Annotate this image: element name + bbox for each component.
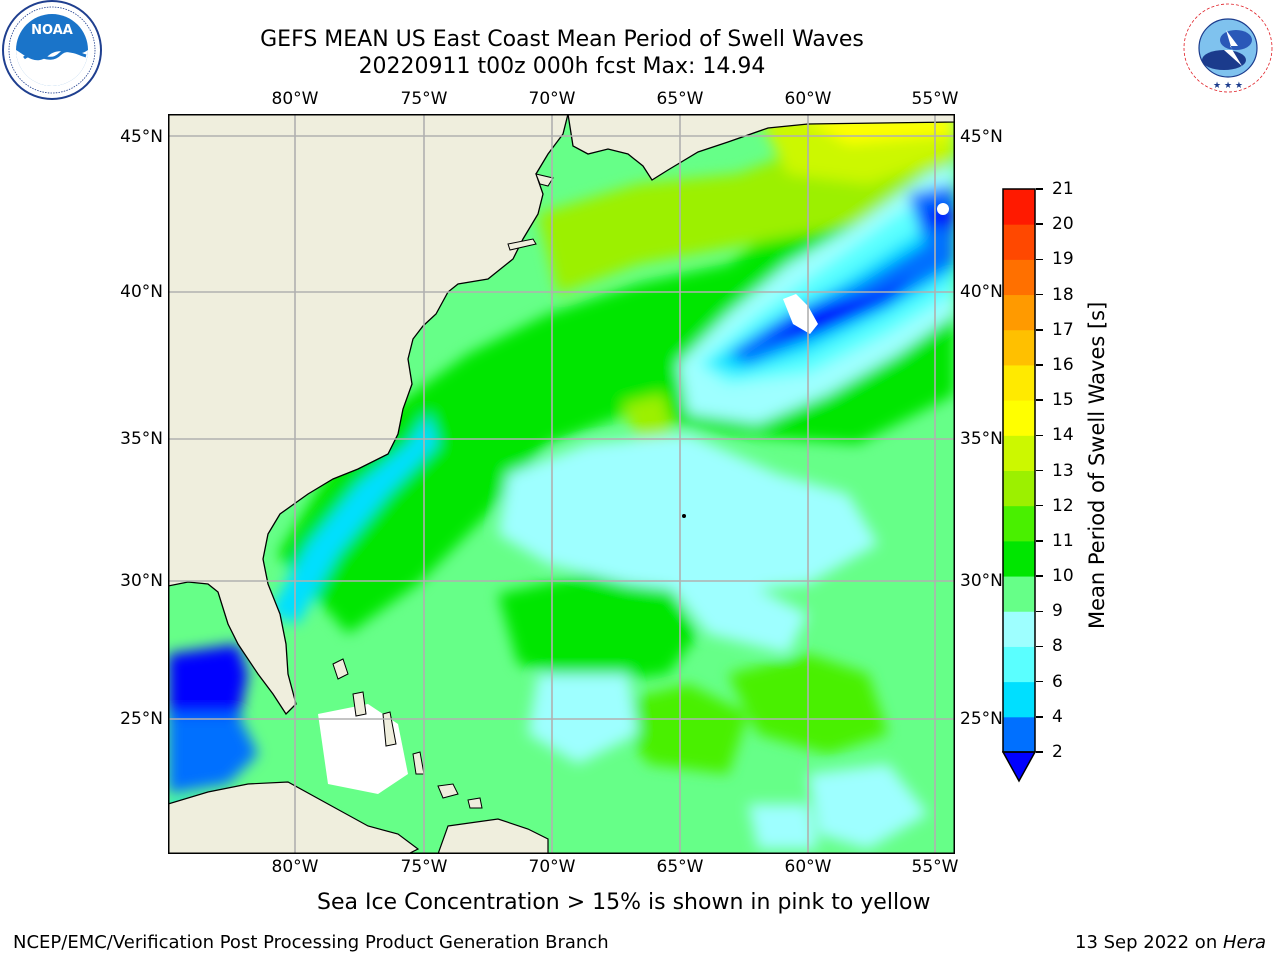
map-frame [168, 114, 955, 854]
colorbar-tick-label: 16 [1052, 354, 1074, 375]
colorbar-tick [1036, 716, 1043, 718]
colorbar-segment [1003, 400, 1035, 436]
colorbar-tick [1036, 540, 1043, 542]
chart-subtitle: 20220911 t00z 000h fcst Max: 14.94 [358, 54, 766, 79]
lon-label-bottom: 60°W [784, 857, 832, 877]
colorbar-tick-label: 17 [1052, 319, 1074, 340]
us-east-coast-land [168, 114, 569, 716]
lat-label-left: 30°N [120, 571, 163, 591]
colorbar-tick-label: 18 [1052, 284, 1074, 305]
lat-label-right: 35°N [960, 429, 1003, 449]
colorbar-tick-label: 19 [1052, 249, 1074, 270]
svg-text:NOAA: NOAA [31, 23, 73, 38]
colorbar-segment [1003, 364, 1035, 401]
colorbar-tick-label: 9 [1052, 601, 1063, 622]
footer-date: 13 Sep 2022 on Hera [1075, 932, 1266, 953]
colorbar-frame [1002, 188, 1036, 753]
missing-patch [783, 294, 818, 334]
lon-label-top: 60°W [784, 89, 832, 109]
lat-label-left: 45°N [120, 127, 163, 147]
lon-label-bottom: 55°W [911, 857, 959, 877]
lat-label-left: 40°N [120, 282, 163, 302]
footer-machine: Hera [1222, 932, 1266, 953]
footer-credit: NCEP/EMC/Verification Post Processing Pr… [13, 932, 609, 953]
lon-label-top: 55°W [911, 89, 959, 109]
colorbar-tick [1036, 399, 1043, 401]
sea-ice-note: Sea Ice Concentration > 15% is shown in … [317, 890, 931, 915]
map-panel [168, 114, 955, 854]
colorbar-segment [1003, 224, 1035, 260]
colorbar-segment [1003, 681, 1035, 718]
lon-label-top: 75°W [400, 89, 448, 109]
noaa-logo: NOAA [0, 0, 104, 104]
colorbar-segment [1003, 611, 1035, 647]
colorbar-segment [1003, 716, 1035, 753]
lon-label-bottom: 80°W [271, 857, 319, 877]
colorbar-tick [1036, 364, 1043, 366]
colorbar-tick-label: 8 [1052, 636, 1063, 657]
lat-label-left: 25°N [120, 709, 163, 729]
colorbar-segment [1003, 646, 1035, 683]
colorbar-tick-label: 10 [1052, 566, 1074, 587]
colorbar-segment [1003, 576, 1035, 612]
colorbar-tick [1036, 293, 1043, 296]
colorbar-title: Mean Period of Swell Waves [s] [1085, 301, 1109, 629]
lon-label-top: 80°W [271, 89, 319, 109]
colorbar-segment [1003, 259, 1035, 296]
colorbar-tick-label: 6 [1052, 671, 1063, 692]
footer-date-text: 13 Sep 2022 on [1075, 932, 1223, 953]
lat-label-right: 45°N [960, 127, 1003, 147]
graticule [168, 114, 955, 854]
colorbar-segment [1003, 470, 1035, 507]
colorbar-tick-label: 4 [1052, 706, 1063, 727]
colorbar-segment [1003, 540, 1035, 577]
colorbar-tick [1036, 329, 1043, 331]
colorbar-tick [1036, 751, 1043, 753]
colorbar-segment [1003, 189, 1035, 225]
colorbar-tick-label: 14 [1052, 425, 1074, 446]
colorbar-segment [1003, 294, 1035, 331]
colorbar-tick [1036, 645, 1043, 648]
colorbar-tick [1036, 680, 1043, 683]
colorbar-tick-label: 21 [1052, 179, 1074, 199]
lat-label-right: 40°N [960, 282, 1003, 302]
lon-label-bottom: 65°W [656, 857, 704, 877]
colorbar-under-arrow [1001, 751, 1037, 783]
canada-land [567, 114, 955, 181]
colorbar-tick-label: 13 [1052, 460, 1074, 481]
colorbar-tick [1036, 258, 1043, 261]
lon-label-bottom: 70°W [528, 857, 576, 877]
colorbar-tick [1036, 575, 1043, 577]
colorbar-tick [1036, 188, 1043, 190]
colorbar-segment [1003, 505, 1035, 542]
lon-label-bottom: 75°W [400, 857, 448, 877]
chart-title: GEFS MEAN US East Coast Mean Period of S… [260, 27, 864, 52]
lat-label-left: 35°N [120, 429, 163, 449]
colorbar-segment [1003, 329, 1035, 366]
colorbar [1001, 188, 1037, 784]
nws-logo: ★ ★ ★ [1176, 0, 1280, 104]
colorbar-tick [1036, 504, 1043, 507]
colorbar-tick [1036, 434, 1043, 437]
colorbar-tick [1036, 610, 1043, 612]
colorbar-tick-label: 15 [1052, 390, 1074, 411]
colorbar-tick-label: 20 [1052, 214, 1074, 235]
lon-label-top: 70°W [528, 89, 576, 109]
colorbar-tick-label: 2 [1052, 742, 1063, 762]
colorbar-tick-label: 11 [1052, 530, 1074, 551]
colorbar-tick-label: 12 [1052, 495, 1074, 516]
cuba-land [168, 781, 420, 854]
colorbar-tick [1036, 469, 1043, 472]
lon-label-top: 65°W [656, 89, 704, 109]
colorbar-segment [1003, 435, 1035, 471]
colorbar-tick [1036, 223, 1043, 225]
svg-text:★ ★ ★: ★ ★ ★ [1213, 81, 1243, 91]
lat-label-right: 25°N [960, 709, 1003, 729]
lat-label-right: 30°N [960, 571, 1003, 591]
